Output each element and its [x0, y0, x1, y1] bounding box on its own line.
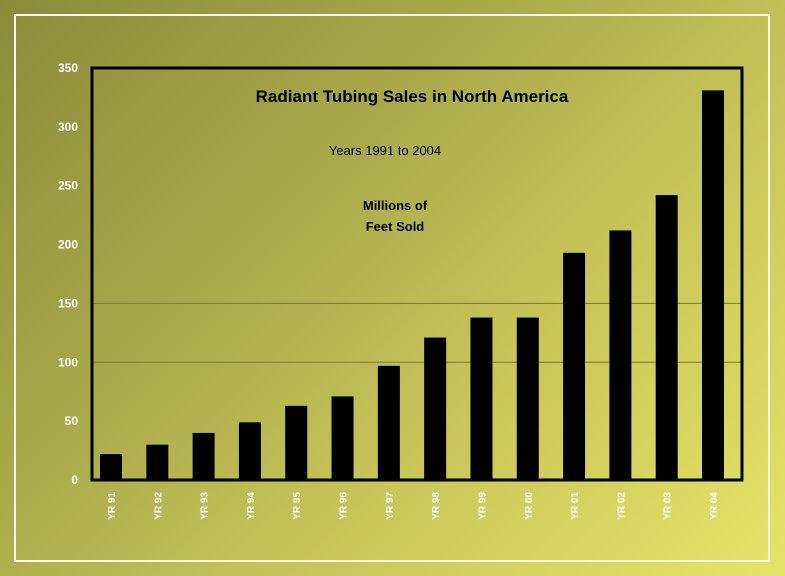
y-tick-label: 50: [65, 414, 79, 428]
bar: [377, 365, 400, 480]
chart-frame: [14, 14, 770, 562]
y-tick-label: 200: [58, 238, 78, 252]
chart-subtitle: Years 1991 to 2004: [329, 143, 441, 158]
chart-title: Radiant Tubing Sales in North America: [256, 87, 569, 106]
bar: [470, 317, 493, 480]
gridlines: [92, 302, 742, 363]
bar: [563, 252, 586, 480]
unit-label-line2: Feet Sold: [366, 219, 425, 234]
bar: [192, 432, 215, 480]
x-tick-label: YR 97: [385, 492, 396, 520]
y-tick-labels: 0 50 100 150 200 250 300 350: [58, 61, 78, 487]
x-tick-label: YR 04: [709, 492, 720, 520]
x-tick-label: YR 01: [570, 492, 581, 520]
x-tick-label: YR 93: [200, 492, 211, 520]
bar: [424, 337, 447, 480]
x-tick-label: YR 92: [153, 492, 164, 520]
bar: [146, 444, 169, 480]
y-tick-label: 100: [58, 355, 78, 369]
bars: [100, 90, 724, 481]
x-tick-label: YR 03: [663, 492, 674, 520]
x-tick-label: YR 99: [477, 492, 488, 520]
bar: [609, 230, 632, 480]
x-tick-label: YR 94: [246, 492, 257, 520]
x-tick-label: YR 02: [616, 492, 627, 520]
x-tick-label: YR 96: [339, 492, 350, 520]
x-tick-label: YR 98: [431, 492, 442, 520]
bar: [655, 195, 678, 481]
y-tick-label: 0: [71, 473, 78, 487]
y-tick-label: 350: [58, 61, 78, 75]
y-tick-label: 150: [58, 296, 78, 310]
x-tick-label: YR 95: [292, 492, 303, 520]
plot-border: [90, 66, 744, 482]
unit-label-line1: Millions of: [363, 198, 428, 213]
x-tick-label: YR 91: [107, 492, 118, 520]
bar: [100, 454, 122, 480]
x-tick-labels: YR 91 YR 92 YR 93 YR 94 YR 95 YR 96 YR 97 YR 98…: [107, 492, 720, 520]
bar: [702, 90, 724, 480]
bar: [285, 405, 308, 480]
y-tick-label: 250: [58, 179, 78, 193]
bar: [516, 317, 539, 480]
x-tick-label: YR 00: [524, 492, 535, 520]
y-tick-label: 300: [58, 120, 78, 134]
bar: [331, 396, 354, 480]
bar: [238, 422, 261, 480]
